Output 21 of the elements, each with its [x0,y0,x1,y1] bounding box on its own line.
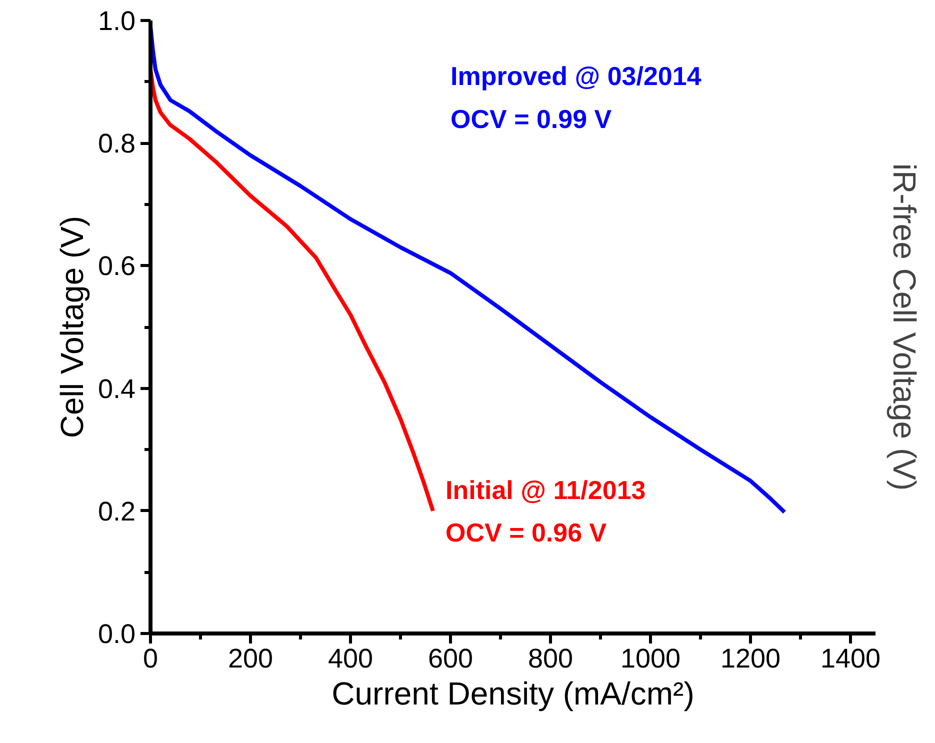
annotation: OCV = 0.99 V [450,104,612,134]
x-tick-label: 200 [228,644,274,674]
x-tick-label: 1000 [620,644,681,674]
text: Improved @ 03/2014 [450,60,702,91]
y-tick-label: 0.8 [98,128,136,159]
x-tick-label: 600 [428,644,474,674]
y-tick-label: 1.0 [98,6,136,36]
y-axis-title: Cell Voltage (V) [54,216,90,438]
annotation: OCV = 0.96 V [446,518,608,548]
x-axis-title: Current Density (mA/cm²) [332,676,694,712]
y-tick-label: 0.4 [98,374,136,404]
x-tick-label: 0 [142,644,158,674]
x-tick-label: 1200 [720,644,781,674]
y2-axis-title: iR-free Cell Voltage (V) [886,163,922,491]
x-tick-label: 400 [328,644,374,674]
y-tick-label: 0.2 [98,496,136,526]
x-tick-label: 1400 [820,644,881,674]
y-tick-label: 0.0 [98,619,136,649]
y-tick-label: 0.6 [98,251,136,282]
series-label: Initial @ 11/2013 [446,474,646,505]
x-tick-label: 800 [528,644,574,674]
